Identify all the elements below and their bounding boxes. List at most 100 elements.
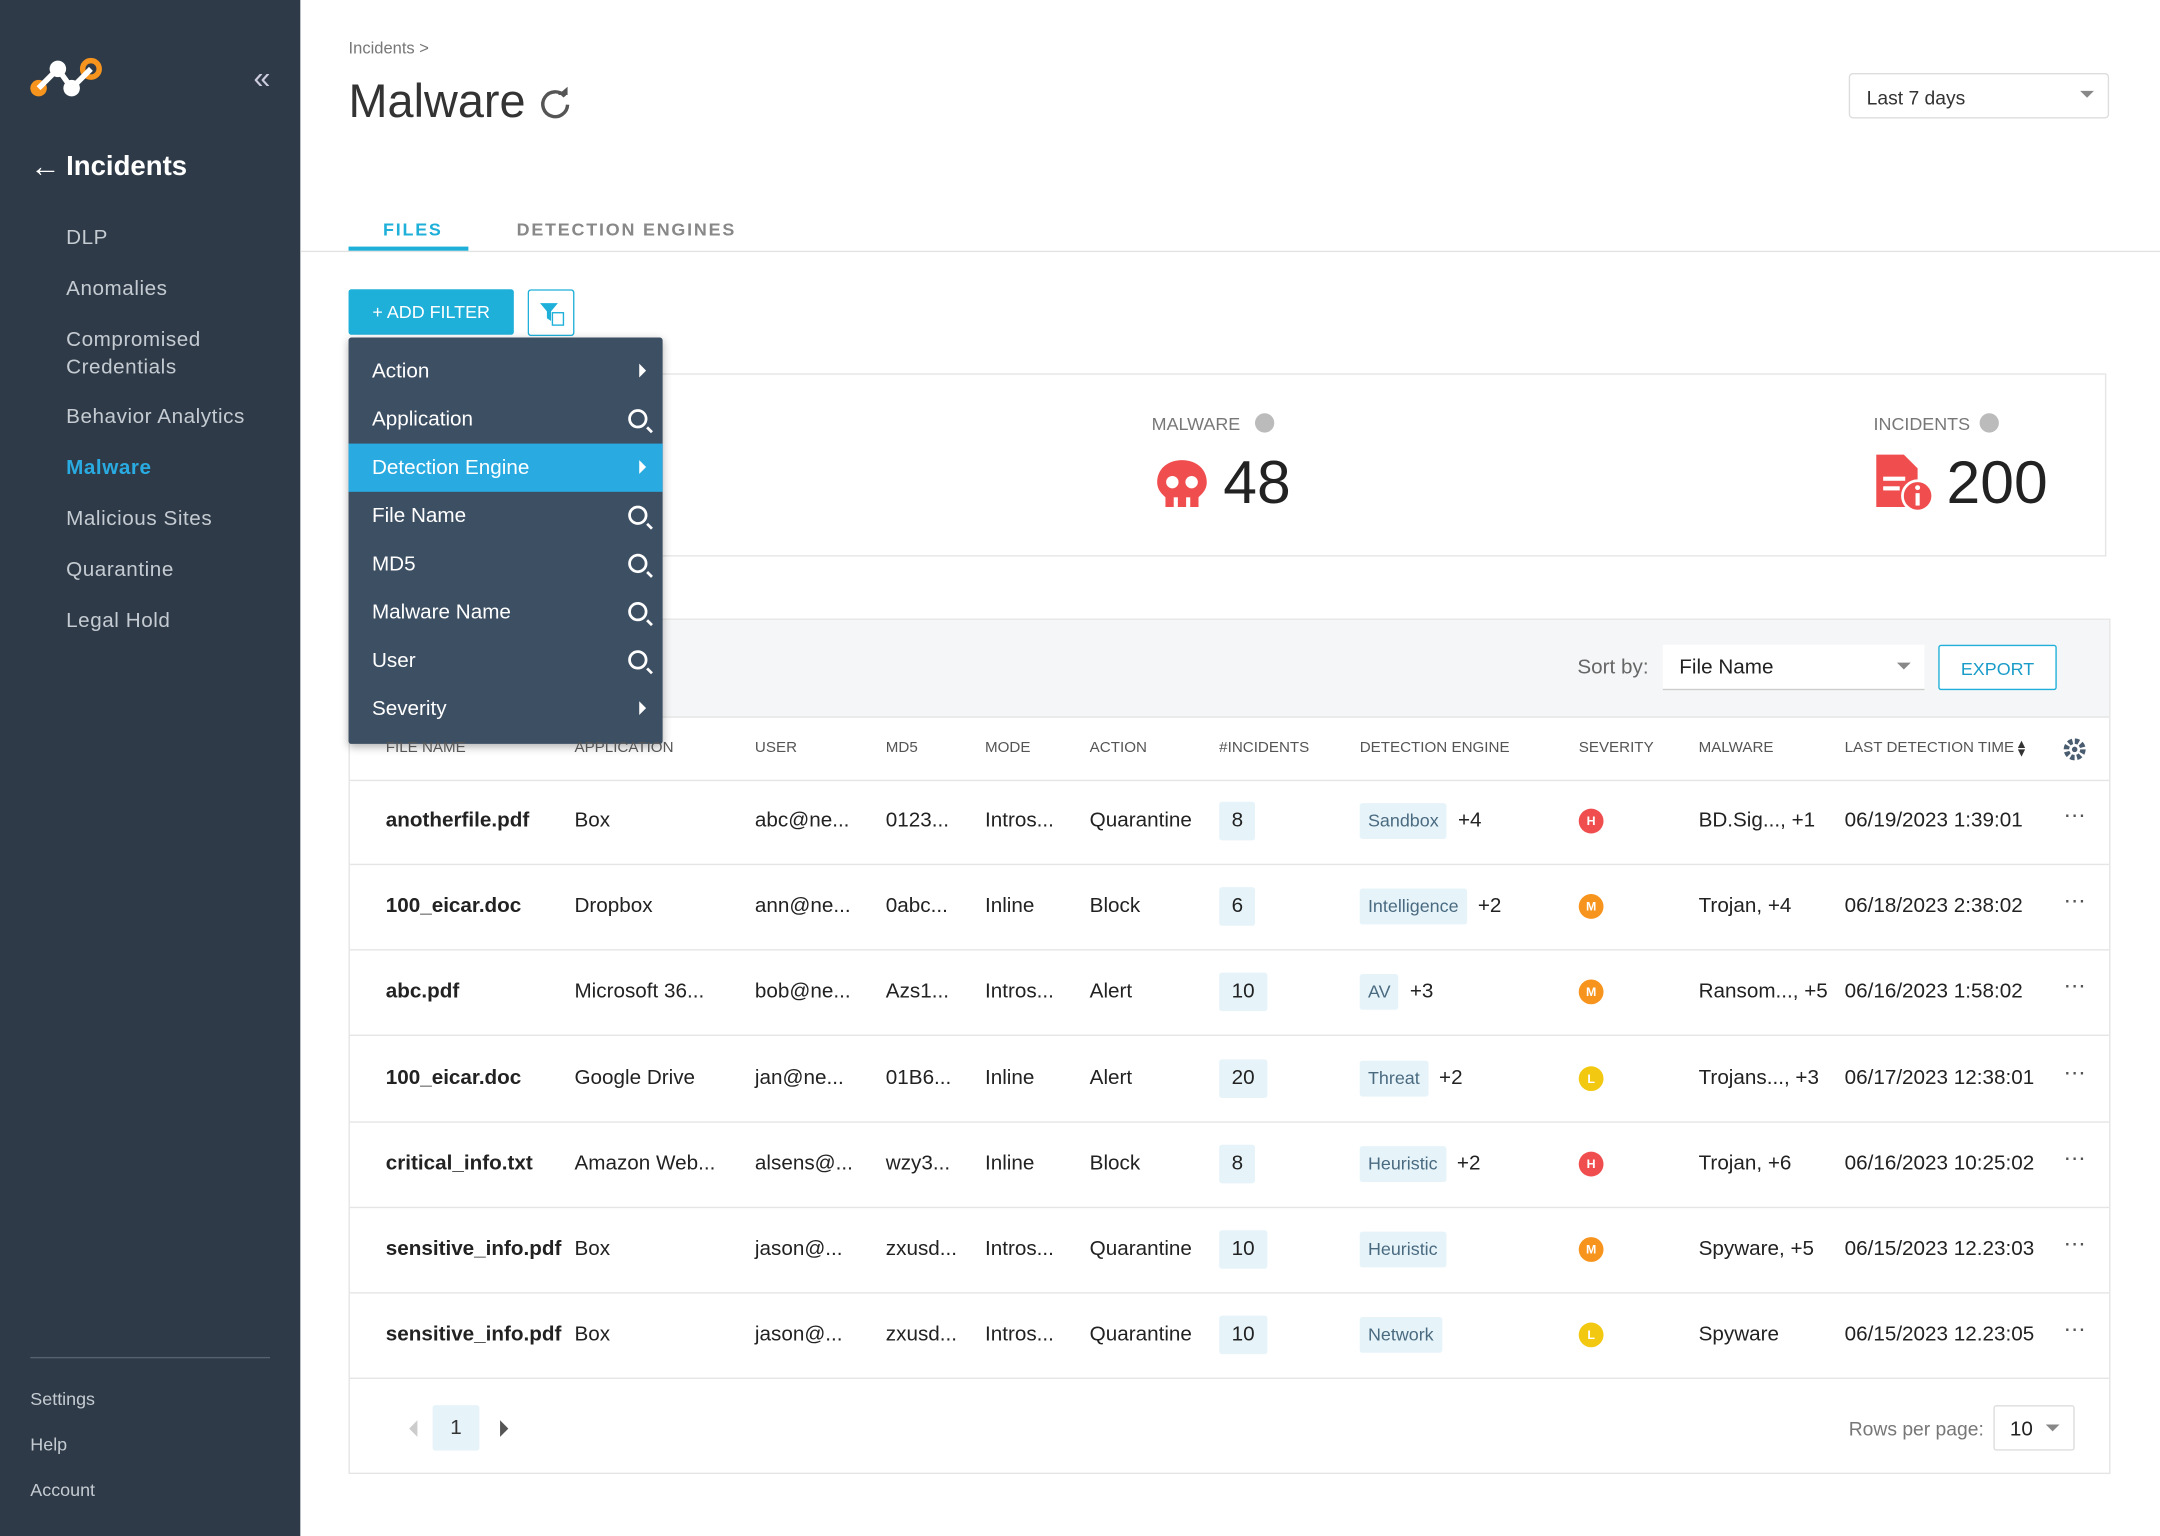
- severity-badge: M: [1578, 980, 1604, 1005]
- menu-item[interactable]: Application: [349, 395, 663, 443]
- rows-per-page-select[interactable]: 10: [1993, 1405, 2075, 1451]
- nav-item[interactable]: Legal Hold: [66, 608, 171, 633]
- date-range-value: Last 7 days: [1866, 86, 1966, 109]
- cell-user: ann@ne...: [754, 894, 851, 918]
- row-menu[interactable]: ⋯: [2063, 1061, 2086, 1085]
- caret: [2080, 90, 2094, 105]
- engine-tag: Sandbox: [1359, 803, 1447, 839]
- footer-link[interactable]: Help: [30, 1434, 68, 1455]
- row-border: [349, 1377, 2110, 1380]
- menu-item[interactable]: Detection Engine: [348, 443, 663, 492]
- file-name[interactable]: sensitive_info.pdf: [385, 1322, 562, 1347]
- tab-underline: [348, 246, 469, 251]
- menu-item-label: File Name: [371, 504, 467, 528]
- sidebar-section: Incidents: [66, 151, 188, 182]
- search-icon: [628, 650, 653, 675]
- footer-link[interactable]: Settings: [30, 1388, 96, 1410]
- footer-link[interactable]: Account: [30, 1479, 96, 1501]
- nav-item[interactable]: Quarantine: [66, 557, 174, 582]
- file-name[interactable]: 100_eicar.doc: [385, 894, 522, 918]
- row-border: [349, 1292, 2110, 1294]
- nav-item[interactable]: Compromised Credentials: [66, 327, 201, 379]
- menu-item-label: Action: [371, 359, 430, 383]
- cell-user: bob@ne...: [754, 980, 851, 1004]
- row-border: [349, 1035, 2110, 1037]
- breadcrumb[interactable]: Incidents >: [348, 38, 429, 58]
- header-border: [349, 779, 2110, 782]
- row-menu[interactable]: ⋯: [2063, 1232, 2086, 1257]
- file-name[interactable]: anotherfile.pdf: [385, 808, 530, 833]
- cell-md5: zxusd...: [885, 1322, 958, 1347]
- prev-page[interactable]: [401, 1420, 418, 1437]
- cell-app: Box: [574, 808, 611, 833]
- cell-md5: 0abc...: [885, 894, 948, 918]
- menu-item[interactable]: Action: [349, 347, 663, 395]
- file-name[interactable]: 100_eicar.doc: [385, 1065, 522, 1090]
- add-filter-button[interactable]: + ADD FILTER: [348, 289, 514, 335]
- file-name[interactable]: sensitive_info.pdf: [385, 1237, 562, 1261]
- cell-user: abc@ne...: [754, 808, 850, 833]
- severity-badge: H: [1578, 808, 1604, 834]
- engine-more: +3: [1409, 980, 1434, 1004]
- row-menu[interactable]: ⋯: [2063, 975, 2086, 1000]
- detection-time: 06/17/2023 12:38:01: [1844, 1065, 2035, 1090]
- engine-more: +2: [1477, 894, 1502, 918]
- nav-item[interactable]: Behavior Analytics: [66, 405, 245, 429]
- tab[interactable]: FILES: [382, 219, 443, 240]
- sort-arrow[interactable]: ▲ ▼: [2015, 737, 2028, 760]
- engine-tag: Intelligence: [1359, 888, 1467, 925]
- cell-user: jan@ne...: [754, 1065, 844, 1090]
- malware-name: Ransom..., +5: [1698, 980, 1828, 1004]
- export-button[interactable]: EXPORT: [1938, 644, 2057, 691]
- engine-tag: Threat: [1359, 1060, 1428, 1097]
- column-header[interactable]: LAST DETECTION TIME: [1844, 739, 2015, 757]
- menu-item[interactable]: File Name: [349, 492, 663, 540]
- severity-badge: L: [1578, 1065, 1604, 1091]
- info-icon: [1254, 413, 1275, 433]
- incident-count: 10: [1219, 1230, 1267, 1269]
- back-arrow[interactable]: ←: [30, 148, 61, 184]
- incident-count: 8: [1219, 1144, 1256, 1184]
- cell-app: Box: [574, 1237, 611, 1261]
- nav-item[interactable]: DLP: [66, 225, 108, 250]
- page-button[interactable]: 1: [432, 1405, 480, 1451]
- date-range-select[interactable]: Last 7 days: [1848, 73, 2110, 119]
- filter-icon-button[interactable]: [527, 289, 575, 337]
- nav-item[interactable]: Malware: [66, 455, 152, 480]
- engine-tag: Heuristic: [1359, 1145, 1446, 1182]
- menu-item[interactable]: Severity: [349, 685, 663, 733]
- next-page[interactable]: [500, 1420, 517, 1437]
- refresh-icon[interactable]: [537, 85, 573, 121]
- collapse-button[interactable]: «: [253, 60, 271, 96]
- engine-tag: Heuristic: [1359, 1231, 1446, 1268]
- settings-gear[interactable]: [2062, 737, 2087, 762]
- menu-item[interactable]: User: [349, 636, 663, 684]
- cell-action: Quarantine: [1089, 808, 1192, 833]
- column-header: APPLICATION: [574, 739, 674, 757]
- engine-more: +2: [1439, 1065, 1463, 1090]
- filter-menu: Action Application Detection Engine File Na…: [348, 337, 663, 744]
- row-menu[interactable]: ⋯: [2063, 1147, 2086, 1171]
- cell-mode: Intros...: [984, 1322, 1054, 1347]
- file-name[interactable]: abc.pdf: [385, 980, 460, 1004]
- nav-item[interactable]: Malicious Sites: [66, 506, 213, 531]
- row-menu[interactable]: ⋯: [2063, 1318, 2086, 1343]
- engine-tag: Network: [1359, 1317, 1442, 1354]
- engine-more: +2: [1456, 1151, 1481, 1175]
- malware-name: BD.Sig..., +1: [1698, 808, 1816, 833]
- cell-md5: Azs1...: [885, 980, 949, 1004]
- menu-item[interactable]: MD5: [349, 540, 663, 588]
- cell-md5: 01B6...: [885, 1065, 952, 1090]
- tab[interactable]: DETECTION ENGINES: [516, 219, 737, 240]
- menu-item[interactable]: Malware Name: [349, 588, 663, 636]
- row-menu[interactable]: ⋯: [2063, 890, 2086, 914]
- sidebar-divider: [30, 1356, 271, 1359]
- caret: [2045, 1424, 2060, 1438]
- search-handle: [646, 619, 653, 627]
- nav-item[interactable]: Anomalies: [66, 276, 168, 301]
- detection-time: 06/15/2023 12.23:03: [1844, 1237, 2035, 1261]
- severity-badge: M: [1578, 894, 1604, 920]
- row-menu[interactable]: ⋯: [2063, 804, 2086, 828]
- file-name[interactable]: critical_info.txt: [385, 1151, 533, 1175]
- sort-select[interactable]: File Name: [1662, 644, 1925, 691]
